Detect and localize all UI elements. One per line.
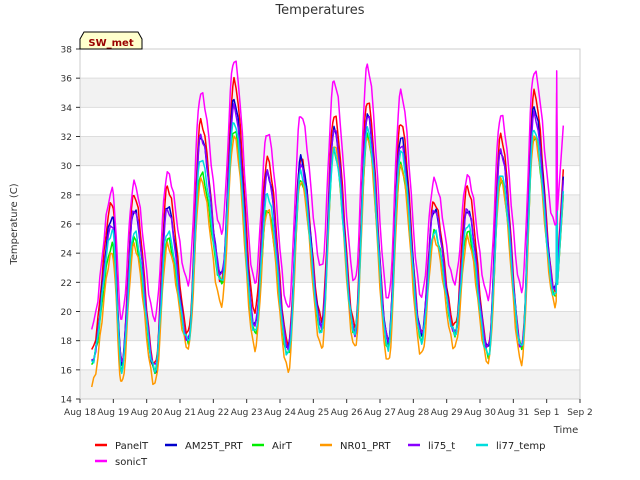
grid-band [80,369,580,399]
y-tick-label: 36 [61,75,73,85]
x-tick-label: Aug 23 [231,408,263,418]
y-tick-label: 32 [61,133,72,143]
x-axis-label: Time [553,425,578,436]
grid-band [80,78,580,108]
y-tick-label: 22 [61,279,72,289]
x-tick-label: Aug 22 [197,408,229,418]
legend-label: li75_t [428,441,455,452]
y-axis: 14 16 18 20 22 24 26 28 30 32 34 36 38 [61,46,80,406]
x-tick-label: Aug 21 [164,408,196,418]
y-tick-label: 34 [61,104,73,114]
y-tick-label: 30 [61,162,73,172]
chart-title: Temperatures [274,3,364,18]
legend-item-li77-temp: li77_temp [476,441,545,452]
y-tick-label: 26 [61,221,73,231]
grid-band [80,311,580,341]
y-tick-label: 38 [61,46,73,56]
y-axis-label: Temperature (C) [9,183,20,265]
x-tick-label: Aug 27 [364,408,396,418]
x-tick-label: Sep 2 [567,408,593,418]
x-tick-label: Aug 31 [497,408,529,418]
x-axis: Aug 18 Aug 19 Aug 20 Aug 21 Aug 22 Aug 23 Aug … [64,399,593,418]
x-tick-label: Aug 25 [297,408,329,418]
y-tick-label: 28 [61,191,73,201]
legend: PanelT AM25T_PRT AirT NR01_PRT li75_t li77_te… [95,441,545,468]
series-line-li77-temp [91,122,565,375]
plot-area [90,60,565,388]
legend-item-nr01-prt: NR01_PRT [320,441,391,452]
x-tick-label: Aug 19 [97,408,129,418]
x-tick-label: Aug 28 [397,408,429,418]
series-line-li75-t [91,103,565,365]
legend-label: NR01_PRT [340,441,391,452]
x-tick-label: Aug 24 [264,408,296,418]
legend-item-sonict: sonicT [95,457,148,468]
grid-band [80,253,580,283]
legend-label: sonicT [115,457,148,468]
legend-label: AM25T_PRT [185,441,244,452]
y-tick-label: 18 [61,337,73,347]
legend-item-airt: AirT [252,441,293,452]
x-tick-label: Aug 30 [464,408,496,418]
series-line-nr01-prt [90,128,565,388]
site-badge-label: SW_met [88,38,133,49]
series-line-sonict [90,60,565,330]
x-tick-label: Aug 20 [131,408,163,418]
legend-label: AirT [272,441,293,452]
x-tick-label: Aug 29 [431,408,463,418]
y-tick-label: 16 [61,366,73,376]
legend-item-panelt: PanelT [95,441,149,452]
y-tick-label: 24 [61,250,73,260]
legend-label: li77_temp [496,441,545,452]
x-tick-label: Aug 26 [331,408,363,418]
y-tick-label: 14 [61,396,73,406]
x-tick-label: Sep 1 [534,408,560,418]
site-badge: SW_met [79,31,143,50]
y-tick-label: 20 [61,308,73,318]
legend-item-am25t-prt: AM25T_PRT [165,441,244,452]
x-tick-label: Aug 18 [64,408,96,418]
legend-label: PanelT [115,441,149,452]
legend-item-li75-t: li75_t [408,441,455,452]
